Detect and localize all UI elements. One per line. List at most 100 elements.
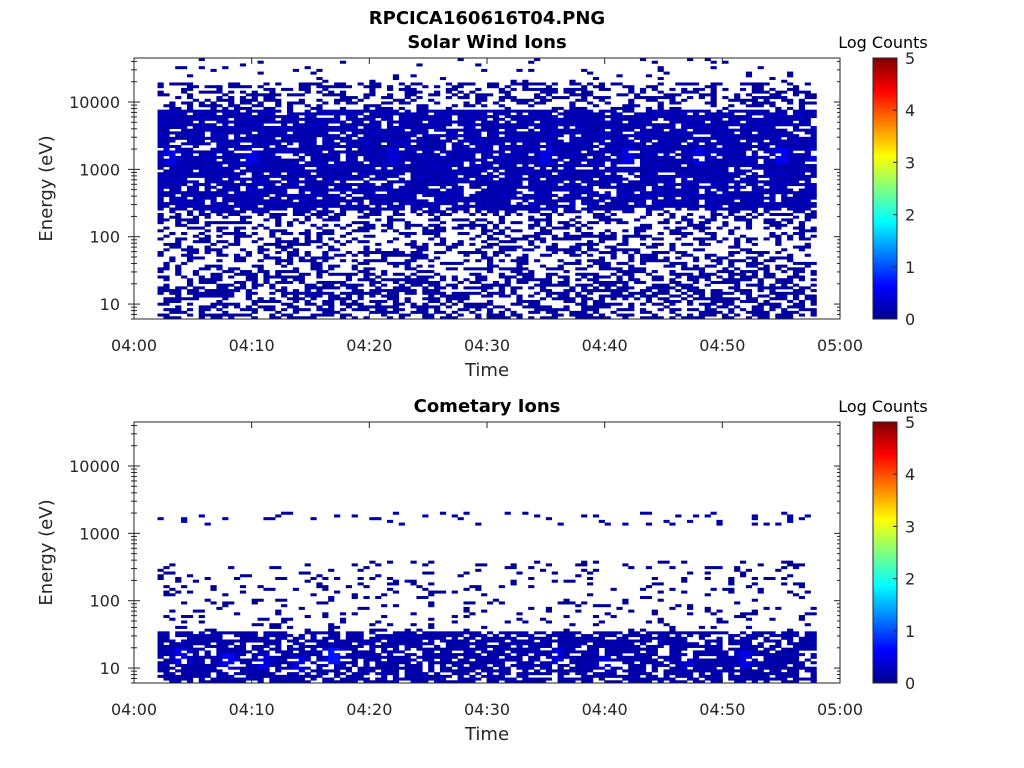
- spectrogram-cell: [234, 109, 241, 113]
- spectrogram-cell: [569, 180, 576, 184]
- spectrogram-cell: [522, 117, 529, 121]
- spectrogram-cell: [345, 185, 352, 189]
- spectrogram-cell: [292, 297, 300, 301]
- spectrogram-cell: [257, 136, 264, 140]
- spectrogram-cell: [239, 210, 247, 214]
- spectrogram-cell: [275, 131, 282, 135]
- spectrogram-cell: [286, 313, 294, 317]
- spectrogram-cell: [286, 316, 294, 320]
- spectrogram-cell: [557, 308, 564, 312]
- spectrogram-cell: [498, 191, 505, 195]
- spectrogram-cell: [398, 112, 405, 116]
- spectrogram-cell: [545, 221, 553, 225]
- spectrogram-cell: [539, 229, 547, 233]
- spectrogram-cell: [639, 256, 647, 260]
- spectrogram-cell: [369, 280, 376, 284]
- spectrogram-cell: [487, 147, 494, 151]
- spectrogram-cell: [381, 308, 388, 312]
- spectrogram-cell: [375, 196, 382, 200]
- spectrogram-cell: [575, 242, 582, 246]
- spectrogram-cell: [575, 82, 582, 86]
- spectrogram-cell: [598, 158, 605, 162]
- spectrogram-cell: [516, 174, 523, 178]
- spectrogram-cell: [375, 155, 382, 159]
- spectrogram-cell: [528, 150, 535, 154]
- spectrogram-cell: [234, 155, 241, 159]
- spectrogram-cell: [422, 286, 429, 290]
- spectrogram-cell: [498, 158, 505, 162]
- spectrogram-cell: [169, 153, 176, 157]
- spectrogram-cell: [451, 202, 458, 206]
- spectrogram-cell: [351, 283, 358, 287]
- spectrogram-cell: [169, 202, 176, 206]
- spectrogram-cell: [604, 264, 611, 268]
- spectrogram-cell: [598, 131, 605, 135]
- spectrogram-cell: [228, 196, 235, 200]
- spectrogram-cell: [587, 82, 594, 86]
- spectrogram-cell: [604, 87, 611, 91]
- spectrogram-cell: [157, 196, 164, 200]
- spectrogram-cell: [545, 93, 553, 97]
- spectrogram-cell: [663, 150, 670, 154]
- spectrogram-cell: [587, 272, 594, 276]
- spectrogram-cell: [592, 215, 600, 219]
- spectrogram-cell: [439, 251, 447, 255]
- spectrogram-cell: [351, 299, 358, 303]
- spectrogram-cell: [610, 302, 617, 306]
- spectrogram-cell: [392, 158, 400, 162]
- spectrogram-cell: [492, 128, 500, 132]
- spectrogram-cell: [616, 204, 623, 208]
- spectrogram-cell: [481, 174, 488, 178]
- spectrogram-cell: [269, 199, 276, 203]
- spectrogram-cell: [510, 240, 517, 244]
- spectrogram-cell: [339, 112, 347, 116]
- spectrogram-cell: [422, 155, 429, 159]
- spectrogram-cell: [563, 128, 570, 132]
- spectrogram-cell: [439, 166, 447, 170]
- spectrogram-cell: [369, 283, 376, 287]
- spectrogram-cell: [322, 196, 329, 200]
- spectrogram-cell: [410, 139, 417, 143]
- spectrogram-cell: [239, 120, 247, 124]
- spectrogram-cell: [245, 98, 252, 102]
- spectrogram-cell: [322, 291, 329, 295]
- spectrogram-cell: [345, 202, 352, 206]
- spectrogram-cell: [434, 223, 441, 227]
- spectrogram-cell: [510, 174, 517, 178]
- spectrogram-cell: [398, 136, 405, 140]
- spectrogram-cell: [298, 131, 305, 135]
- spectrogram-cell: [669, 117, 676, 121]
- spectrogram-cell: [504, 278, 511, 282]
- spectrogram-cell: [639, 164, 647, 168]
- spectrogram-cell: [563, 185, 570, 189]
- spectrogram-cell: [475, 87, 482, 91]
- spectrogram-cell: [439, 237, 447, 241]
- spectrogram-cell: [663, 139, 670, 143]
- spectrogram-cell: [457, 218, 464, 222]
- spectrogram-cell: [375, 199, 382, 203]
- spectrogram-cell: [222, 128, 229, 132]
- spectrogram-cell: [457, 191, 464, 195]
- spectrogram-cell: [169, 125, 176, 129]
- spectrogram-cell: [322, 131, 329, 135]
- spectrogram-cell: [386, 134, 394, 138]
- spectrogram-cell: [169, 215, 176, 219]
- spectrogram-cell: [645, 245, 653, 249]
- spectrogram-cell: [592, 85, 600, 89]
- spectrogram-cell: [298, 242, 305, 246]
- spectrogram-cell: [257, 180, 264, 184]
- spectrogram-cell: [351, 253, 358, 257]
- spectrogram-cell: [334, 310, 341, 314]
- spectrogram-cell: [292, 136, 300, 140]
- spectrogram-cell: [163, 264, 170, 268]
- spectrogram-cell: [251, 272, 258, 276]
- spectrogram-cell: [557, 275, 564, 279]
- spectrogram-cell: [186, 104, 194, 108]
- spectrogram-cell: [457, 164, 464, 168]
- spectrogram-cell: [581, 267, 588, 271]
- spectrogram-cell: [551, 308, 558, 312]
- spectrogram-cell: [410, 74, 417, 78]
- spectrogram-cell: [339, 172, 347, 176]
- spectrogram-cell: [598, 147, 605, 151]
- spectrogram-cell: [410, 272, 417, 276]
